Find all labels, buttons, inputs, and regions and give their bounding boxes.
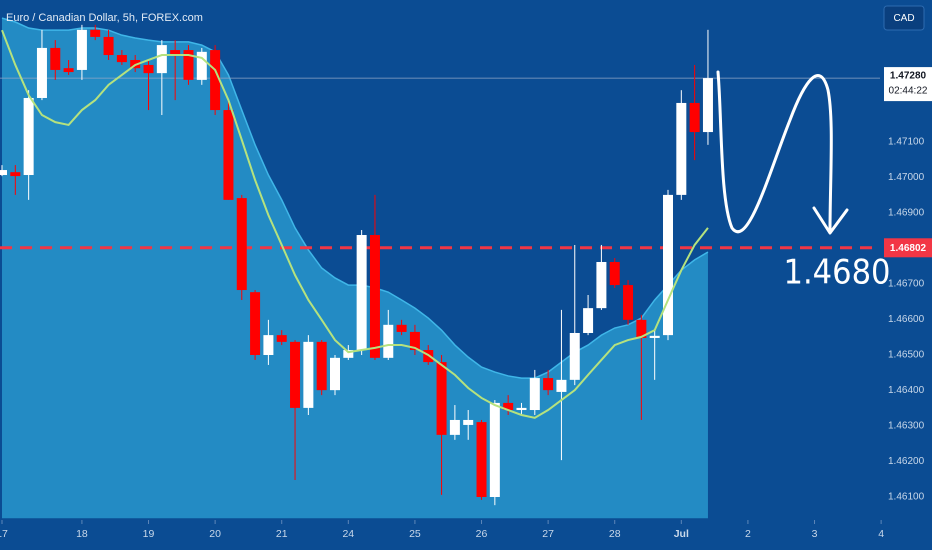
band-line	[1, 17, 709, 379]
button-label[interactable]: CAD	[893, 13, 914, 24]
x-tick-label: 2	[745, 528, 751, 540]
candle-body	[396, 324, 407, 332]
y-tick-label: 1.46700	[888, 279, 925, 290]
candle-body	[516, 407, 527, 411]
candle-body	[623, 285, 634, 320]
candle-body	[0, 170, 7, 176]
y-tick-label: 1.46600	[888, 314, 925, 325]
x-tick-label: 26	[476, 528, 488, 540]
reference-label-box	[884, 238, 932, 258]
candle-body	[663, 194, 673, 336]
candle-body	[236, 198, 247, 291]
y-tick-label: 1.46200	[888, 456, 925, 467]
candle-body	[702, 78, 713, 133]
y-tick-label: 1.46300	[888, 421, 925, 432]
candle-body	[263, 335, 274, 355]
x-tick-label: 4	[878, 528, 884, 540]
x-tick-label: 21	[276, 528, 288, 540]
candle-body	[356, 235, 367, 351]
candle-body	[689, 102, 700, 133]
candle-body	[529, 378, 540, 411]
candle-body	[50, 47, 61, 70]
candle-body	[369, 235, 380, 358]
candle-body	[343, 350, 354, 358]
x-tick-label: 27	[542, 528, 554, 540]
candle-body	[276, 335, 287, 342]
candle-body	[143, 64, 154, 74]
x-tick-label: 24	[342, 528, 354, 540]
plot-area	[0, 17, 880, 519]
currency-button[interactable]: CAD	[883, 5, 925, 31]
candle-body	[409, 331, 420, 351]
candle-body	[36, 47, 47, 98]
x-tick-label: 17	[0, 528, 8, 540]
price-annotation: 1.4680	[784, 253, 891, 293]
candle-body	[649, 335, 660, 338]
candle-body	[116, 55, 127, 63]
last-price-label: 1.47280	[890, 71, 927, 82]
x-tick-label: 18	[76, 528, 88, 540]
candle-body	[463, 419, 474, 425]
candle-body	[449, 419, 460, 435]
x-tick-label: 25	[409, 528, 421, 540]
candle-body	[316, 341, 327, 391]
y-tick-label: 1.46900	[888, 208, 925, 219]
candle-body	[330, 357, 340, 391]
candle-body	[636, 319, 647, 338]
candle-body	[10, 172, 21, 177]
chart-title: Euro / Canadian Dollar, 5h, FOREX.com	[6, 12, 203, 24]
candle-body	[76, 29, 87, 70]
candle-body	[543, 378, 554, 391]
candle-body	[103, 36, 114, 56]
candle-body	[23, 97, 34, 176]
candle-body	[609, 261, 620, 286]
countdown-label: 02:44:22	[889, 86, 928, 97]
candle-body	[210, 50, 221, 111]
candle-body	[596, 261, 607, 309]
reference-label: 1.46802	[890, 243, 927, 254]
candle-body	[250, 292, 261, 355]
candle-body	[569, 332, 580, 380]
candle-body	[383, 324, 394, 358]
candle-body	[156, 45, 167, 74]
x-tick-label: 3	[812, 528, 818, 540]
candle-body	[63, 68, 74, 73]
candle-body	[489, 402, 500, 497]
candle-body	[556, 379, 567, 392]
candle-body	[476, 422, 487, 497]
moving-average	[1, 29, 709, 419]
y-tick-label: 1.47100	[888, 137, 925, 148]
candle-body	[223, 110, 234, 200]
candle-body	[676, 102, 687, 195]
candle-body	[583, 308, 594, 333]
x-tick-label: 20	[209, 528, 221, 540]
candle-body	[183, 50, 194, 80]
hand-drawn-arrow	[716, 70, 849, 235]
candle-body	[196, 51, 207, 80]
y-tick-label: 1.47000	[888, 172, 925, 183]
x-tick-label: 28	[609, 528, 621, 540]
candle-body	[303, 341, 314, 408]
candle-body	[170, 50, 181, 56]
candle-body	[290, 341, 301, 408]
candle-body	[90, 29, 101, 37]
y-tick-label: 1.46100	[888, 492, 925, 503]
button-frame[interactable]	[883, 5, 925, 31]
y-tick-label: 1.46400	[888, 385, 925, 396]
x-tick-label: Jul	[674, 528, 689, 540]
candle-body	[436, 362, 447, 435]
y-tick-label: 1.46500	[888, 350, 925, 361]
last-price-box	[884, 67, 932, 102]
x-tick-label: 19	[143, 528, 155, 540]
candle-body	[503, 402, 514, 411]
